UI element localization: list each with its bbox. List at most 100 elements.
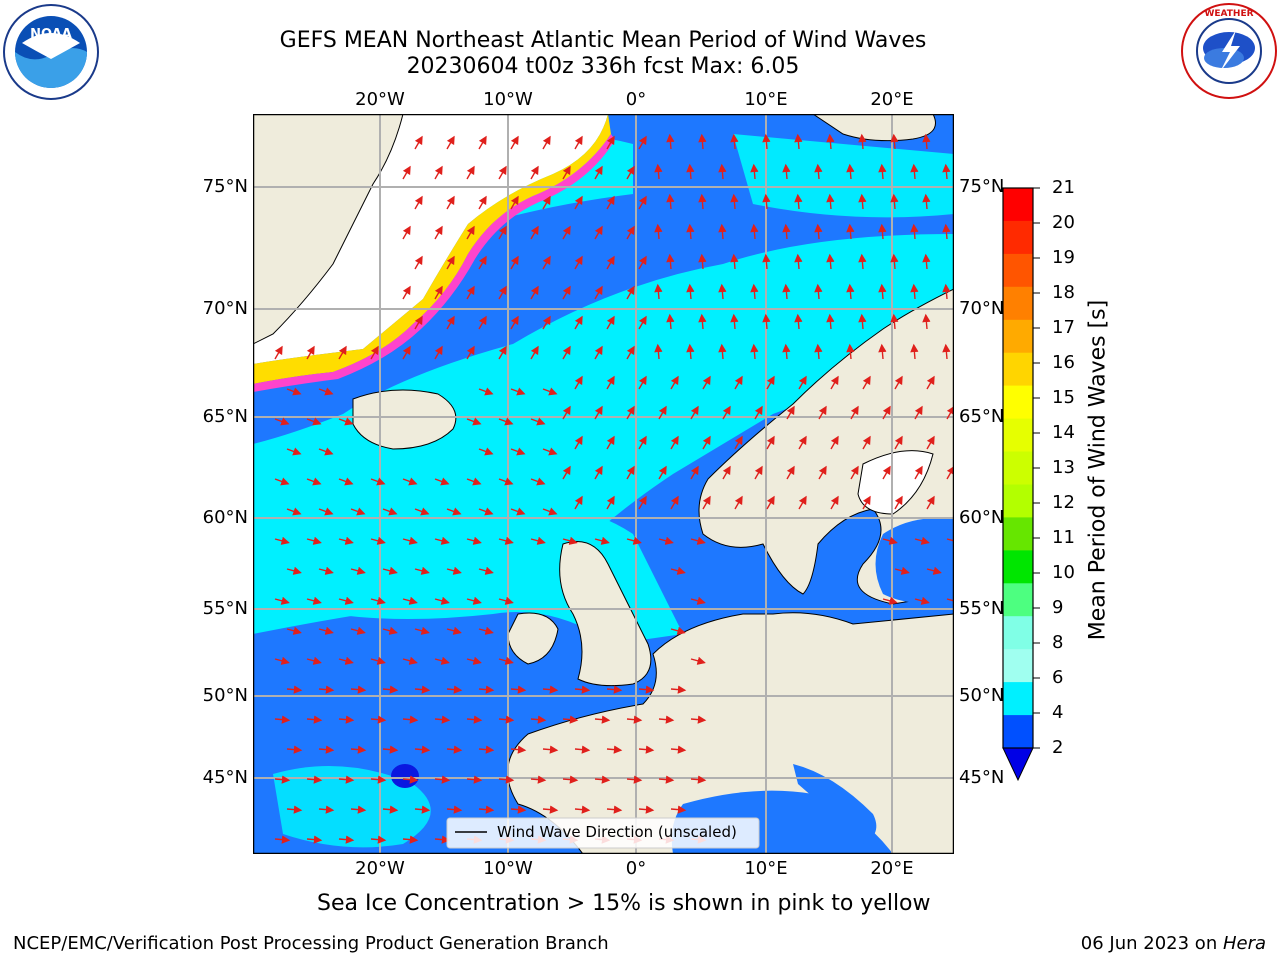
wind-wave-arrow bbox=[574, 745, 591, 754]
wind-wave-arrow bbox=[698, 313, 707, 330]
wind-wave-arrow bbox=[434, 715, 451, 724]
sea-ice-note: Sea Ice Concentration > 15% is shown in … bbox=[317, 891, 931, 916]
wind-wave-arrow bbox=[434, 656, 450, 665]
wind-wave-arrow bbox=[914, 596, 930, 605]
wind-wave-arrow bbox=[922, 193, 931, 210]
wind-wave-arrow bbox=[382, 805, 399, 814]
wind-wave-arrow bbox=[750, 343, 759, 360]
wind-wave-arrow bbox=[382, 685, 399, 694]
wind-wave-arrow bbox=[814, 283, 823, 300]
wind-wave-arrow bbox=[478, 447, 494, 456]
wind-wave-arrow bbox=[798, 435, 807, 450]
adriatic-sea bbox=[793, 764, 877, 844]
wind-wave-arrow bbox=[594, 345, 603, 360]
wind-wave-arrow bbox=[638, 315, 647, 330]
wind-wave-arrow bbox=[926, 375, 935, 390]
wind-wave-arrow bbox=[478, 685, 495, 694]
wind-wave-arrow bbox=[542, 447, 558, 456]
wind-wave-arrow bbox=[510, 135, 519, 150]
wind-wave-arrow bbox=[466, 225, 475, 240]
lat-label-right: 55°N bbox=[959, 598, 1005, 619]
wind-wave-arrow bbox=[750, 283, 759, 300]
wind-wave-arrow bbox=[762, 253, 771, 270]
lon-label-bottom: 0° bbox=[625, 858, 647, 879]
wind-wave-arrow bbox=[510, 315, 519, 330]
wind-wave-arrow bbox=[606, 805, 623, 814]
wind-wave-arrow bbox=[466, 345, 475, 360]
wind-wave-arrow bbox=[762, 193, 771, 210]
wind-wave-arrow bbox=[910, 343, 919, 360]
wind-wave-arrow bbox=[666, 313, 675, 330]
wind-wave-arrow bbox=[698, 253, 707, 270]
wind-wave-arrow bbox=[498, 656, 514, 665]
svalbard-land bbox=[812, 114, 936, 142]
lat-label-right: 45°N bbox=[959, 767, 1005, 788]
wind-wave-arrow bbox=[478, 745, 495, 754]
wind-wave-arrow bbox=[510, 685, 527, 694]
lat-label-left: 65°N bbox=[202, 406, 248, 427]
wind-wave-arrow bbox=[670, 435, 679, 450]
wind-wave-arrow bbox=[638, 745, 655, 754]
wind-wave-arrow bbox=[530, 225, 539, 240]
wind-wave-arrow bbox=[370, 596, 386, 605]
wind-wave-arrow bbox=[702, 435, 711, 450]
europe-land bbox=[507, 288, 954, 854]
wind-wave-arrow bbox=[478, 315, 487, 330]
wind-wave-arrow bbox=[574, 685, 591, 694]
legend-label: Wind Wave Direction (unscaled) bbox=[497, 823, 737, 841]
wind-wave-arrow bbox=[338, 775, 355, 784]
wind-wave-arrow bbox=[402, 835, 419, 844]
wind-wave-arrow bbox=[318, 566, 334, 575]
wind-wave-arrow bbox=[306, 775, 323, 784]
wind-wave-arrow bbox=[658, 775, 675, 784]
wind-wave-arrow bbox=[498, 715, 515, 724]
wind-wave-arrow bbox=[530, 165, 539, 180]
wind-wave-arrow bbox=[414, 507, 430, 516]
wind-wave-arrow bbox=[274, 417, 290, 426]
wind-wave-arrow bbox=[894, 566, 910, 575]
wind-wave-arrow bbox=[562, 775, 579, 784]
wind-wave-arrow bbox=[626, 165, 635, 180]
wind-wave-arrow bbox=[498, 477, 514, 486]
wind-wave-arrow bbox=[574, 135, 583, 150]
wind-wave-arrow bbox=[666, 133, 675, 150]
wind-wave-arrow bbox=[318, 447, 334, 456]
wind-wave-arrow bbox=[794, 253, 803, 270]
colorbar-extend-triangle bbox=[1002, 747, 1034, 782]
wind-wave-arrow bbox=[338, 835, 355, 844]
wind-wave-arrow bbox=[702, 375, 711, 390]
wind-wave-arrow bbox=[894, 495, 903, 510]
wind-wave-arrow bbox=[466, 775, 483, 784]
cyan-region-east bbox=[733, 134, 954, 218]
wind-wave-arrow bbox=[498, 536, 514, 545]
cyan-region-south bbox=[273, 766, 431, 848]
wind-wave-arrow bbox=[658, 536, 674, 545]
wind-wave-arrow bbox=[850, 465, 859, 480]
wind-wave-arrow bbox=[498, 165, 507, 180]
wind-wave-arrow bbox=[766, 435, 775, 450]
colorbar-segment bbox=[1003, 385, 1033, 419]
wind-wave-arrow bbox=[446, 315, 455, 330]
wind-wave-arrow bbox=[818, 405, 827, 420]
wind-wave-arrow bbox=[910, 283, 919, 300]
wind-wave-arrow bbox=[718, 343, 727, 360]
wind-wave-arrow bbox=[762, 313, 771, 330]
lat-label-left: 60°N bbox=[202, 507, 248, 528]
colorbar bbox=[1002, 187, 1040, 782]
wind-wave-direction-arrows bbox=[274, 133, 954, 844]
colorbar-segment bbox=[1003, 583, 1033, 617]
colorbar-tick-label: 19 bbox=[1052, 247, 1075, 268]
wind-wave-arrow bbox=[414, 566, 430, 575]
wind-wave-arrow bbox=[606, 745, 623, 754]
wind-wave-arrow bbox=[910, 163, 919, 180]
wind-wave-arrow bbox=[786, 465, 795, 480]
wind-wave-arrow bbox=[690, 775, 707, 784]
wind-wave-arrow bbox=[878, 163, 887, 180]
wind-wave-arrow bbox=[286, 626, 302, 635]
wind-wave-arrow bbox=[914, 465, 923, 480]
wind-wave-arrow bbox=[274, 835, 291, 844]
wind-wave-arrow bbox=[466, 165, 475, 180]
colorbar-segment bbox=[1003, 418, 1033, 452]
wind-wave-arrow bbox=[654, 343, 663, 360]
wind-wave-arrow bbox=[498, 596, 514, 605]
